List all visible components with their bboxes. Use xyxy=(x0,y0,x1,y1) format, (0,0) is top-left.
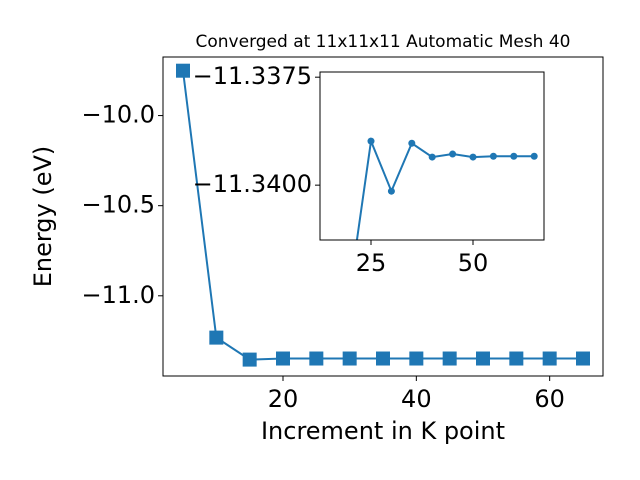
x-tick-label: 50 xyxy=(458,249,489,277)
x-tick-label: 25 xyxy=(356,249,387,277)
marker xyxy=(442,351,457,366)
y-tick-label: −11.3375 xyxy=(193,62,312,90)
marker xyxy=(469,153,477,161)
marker xyxy=(530,152,538,160)
marker xyxy=(367,137,375,145)
marker xyxy=(209,330,224,345)
marker xyxy=(509,351,524,366)
marker xyxy=(428,153,436,161)
series-group xyxy=(355,137,538,240)
marker xyxy=(176,63,190,78)
line xyxy=(355,137,535,240)
series-group xyxy=(176,63,590,367)
marker xyxy=(576,351,590,366)
y-tick-label: −11.3400 xyxy=(193,170,312,198)
y-tick-label: −10.0 xyxy=(81,101,155,129)
marker xyxy=(409,351,424,366)
y-axis-label: Energy (eV) xyxy=(29,146,57,288)
marker xyxy=(476,351,490,366)
marker xyxy=(408,139,416,147)
marker xyxy=(342,351,357,366)
marker xyxy=(510,152,518,160)
axes-frame xyxy=(162,56,604,377)
x-tick-label: 40 xyxy=(401,385,432,413)
marker xyxy=(489,152,497,160)
axes-frame xyxy=(319,71,545,241)
marker xyxy=(276,351,290,366)
chart-title: Converged at 11x11x11 Automatic Mesh 40 xyxy=(196,32,571,52)
marker xyxy=(376,351,390,366)
marker xyxy=(242,352,257,367)
marker xyxy=(542,351,557,366)
y-tick-label: −11.0 xyxy=(81,281,155,309)
marker xyxy=(449,150,457,158)
y-tick-label: −10.5 xyxy=(81,191,155,219)
x-tick-label: 60 xyxy=(534,385,565,413)
x-tick-label: 20 xyxy=(268,385,299,413)
marker xyxy=(387,187,395,195)
marker xyxy=(309,351,324,366)
x-axis-label: Increment in K point xyxy=(261,417,505,445)
